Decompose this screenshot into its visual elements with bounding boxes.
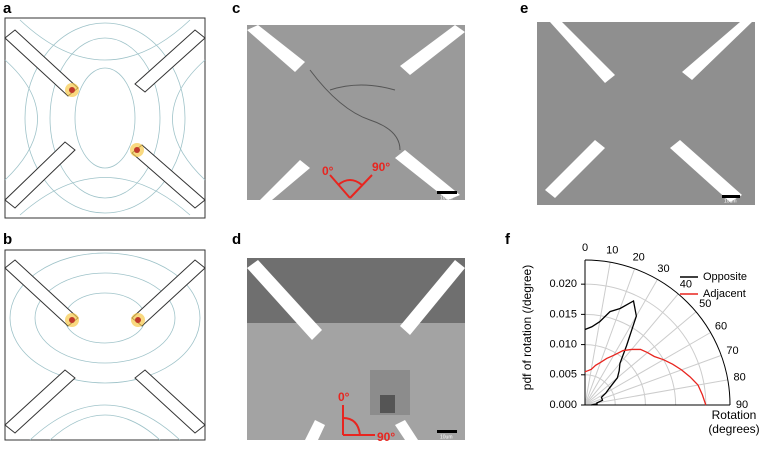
y-tick-label: 0.020 <box>549 278 577 290</box>
micrograph-e: 10um <box>537 22 755 205</box>
y-tick-label: 0.005 <box>549 369 577 381</box>
micrograph-c: 0° 90° 10um <box>247 25 465 201</box>
series-line <box>584 348 707 406</box>
outer-arc <box>584 259 731 406</box>
panel-label: d <box>232 231 241 248</box>
grid-spoke <box>584 268 636 406</box>
scale-bar-label: 10um <box>440 434 453 440</box>
legend-label: Opposite <box>703 271 747 283</box>
series-line <box>584 299 638 406</box>
panel-label: e <box>520 0 528 17</box>
y-axis-label: pdf of rotation (/degree) <box>520 265 534 390</box>
x-tick-label: 0 <box>582 242 588 254</box>
angle-annotation: 0° <box>322 164 334 178</box>
scale-bar-label: 10um <box>440 195 453 201</box>
x-tick-label: 20 <box>633 251 645 263</box>
panel-label: b <box>3 231 12 248</box>
grid-circle <box>584 283 707 406</box>
grid-spoke <box>584 262 611 406</box>
panel-label: f <box>505 231 511 248</box>
micrograph-d: 0° 90° 10um <box>247 258 465 444</box>
x-tick-label: 50 <box>699 298 711 310</box>
grid-spoke <box>584 311 697 406</box>
x-tick-label: 60 <box>715 320 727 332</box>
x-tick-label: 90 <box>736 399 748 411</box>
y-tick-label: 0.015 <box>549 308 577 320</box>
x-tick-label: 40 <box>680 279 692 291</box>
x-axis-label: Rotation (degrees) <box>708 408 760 436</box>
grid-spoke <box>584 354 722 406</box>
angle-annotation: 90° <box>372 160 390 174</box>
panel-label: c <box>232 0 240 17</box>
grid-circle <box>584 313 677 406</box>
x-tick-label: 10 <box>606 244 618 256</box>
y-tick-label: 0.000 <box>549 399 577 411</box>
angle-annotation: 90° <box>377 430 395 444</box>
grid-spoke <box>584 379 728 406</box>
angle-annotation: 0° <box>338 390 350 404</box>
grid-spoke <box>584 279 658 406</box>
simulation-b <box>4 249 206 441</box>
y-tick-label: 0.010 <box>549 338 577 350</box>
x-tick-label: 80 <box>733 372 745 384</box>
panel-label: a <box>3 0 12 17</box>
x-tick-label: 70 <box>726 345 738 357</box>
grid-circle <box>584 344 646 406</box>
legend-label: Adjacent <box>703 288 746 300</box>
x-tick-label: 30 <box>657 263 669 275</box>
polar-chart: 0.000 0.005 0.010 0.015 0.020 0 10 20 30 40 50 60 70… <box>520 242 748 411</box>
simulation-a <box>4 17 206 219</box>
scale-bar-label: 10um <box>724 198 737 204</box>
